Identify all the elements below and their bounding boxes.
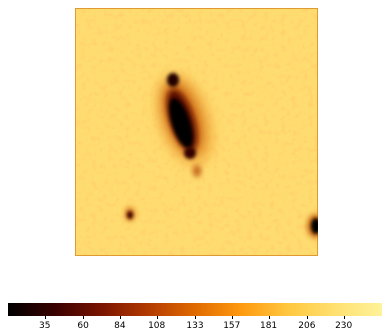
colorbar-tick bbox=[306, 316, 308, 319]
galaxy-south-knot bbox=[184, 147, 196, 159]
source-core-left bbox=[127, 211, 133, 219]
colorbar-tick bbox=[231, 316, 233, 319]
source-core-right bbox=[311, 218, 318, 234]
colorbar-tick bbox=[156, 316, 158, 319]
colorbar-tick bbox=[44, 316, 46, 319]
colorbar-tick-label: 157 bbox=[223, 321, 241, 331]
colorbar-ticks: 35 60 84 108 133 157 181 206 230 bbox=[8, 316, 382, 335]
galaxy-image bbox=[75, 8, 318, 256]
colorbar bbox=[8, 303, 382, 316]
colorbar-tick bbox=[343, 316, 345, 319]
colorbar-tick-label: 206 bbox=[298, 321, 316, 331]
colorbar-tick-label: 84 bbox=[114, 321, 126, 331]
galaxy-north-knot bbox=[167, 73, 179, 87]
galaxy-tail bbox=[193, 165, 201, 177]
colorbar-tick-label: 35 bbox=[39, 321, 51, 331]
colorbar-tick bbox=[83, 316, 85, 319]
colorbar-tick-label: 60 bbox=[77, 321, 89, 331]
colorbar-tick-label: 181 bbox=[259, 321, 278, 331]
colorbar-tick bbox=[119, 316, 121, 319]
colorbar-tick bbox=[195, 316, 196, 319]
colorbar-tick-label: 230 bbox=[335, 321, 353, 331]
galaxy-core bbox=[169, 98, 193, 148]
colorbar-tick-label: 108 bbox=[148, 321, 166, 331]
colorbar-tick bbox=[268, 316, 270, 319]
colorbar-tick-label: 133 bbox=[186, 321, 204, 331]
galaxy-image-svg bbox=[75, 8, 318, 256]
